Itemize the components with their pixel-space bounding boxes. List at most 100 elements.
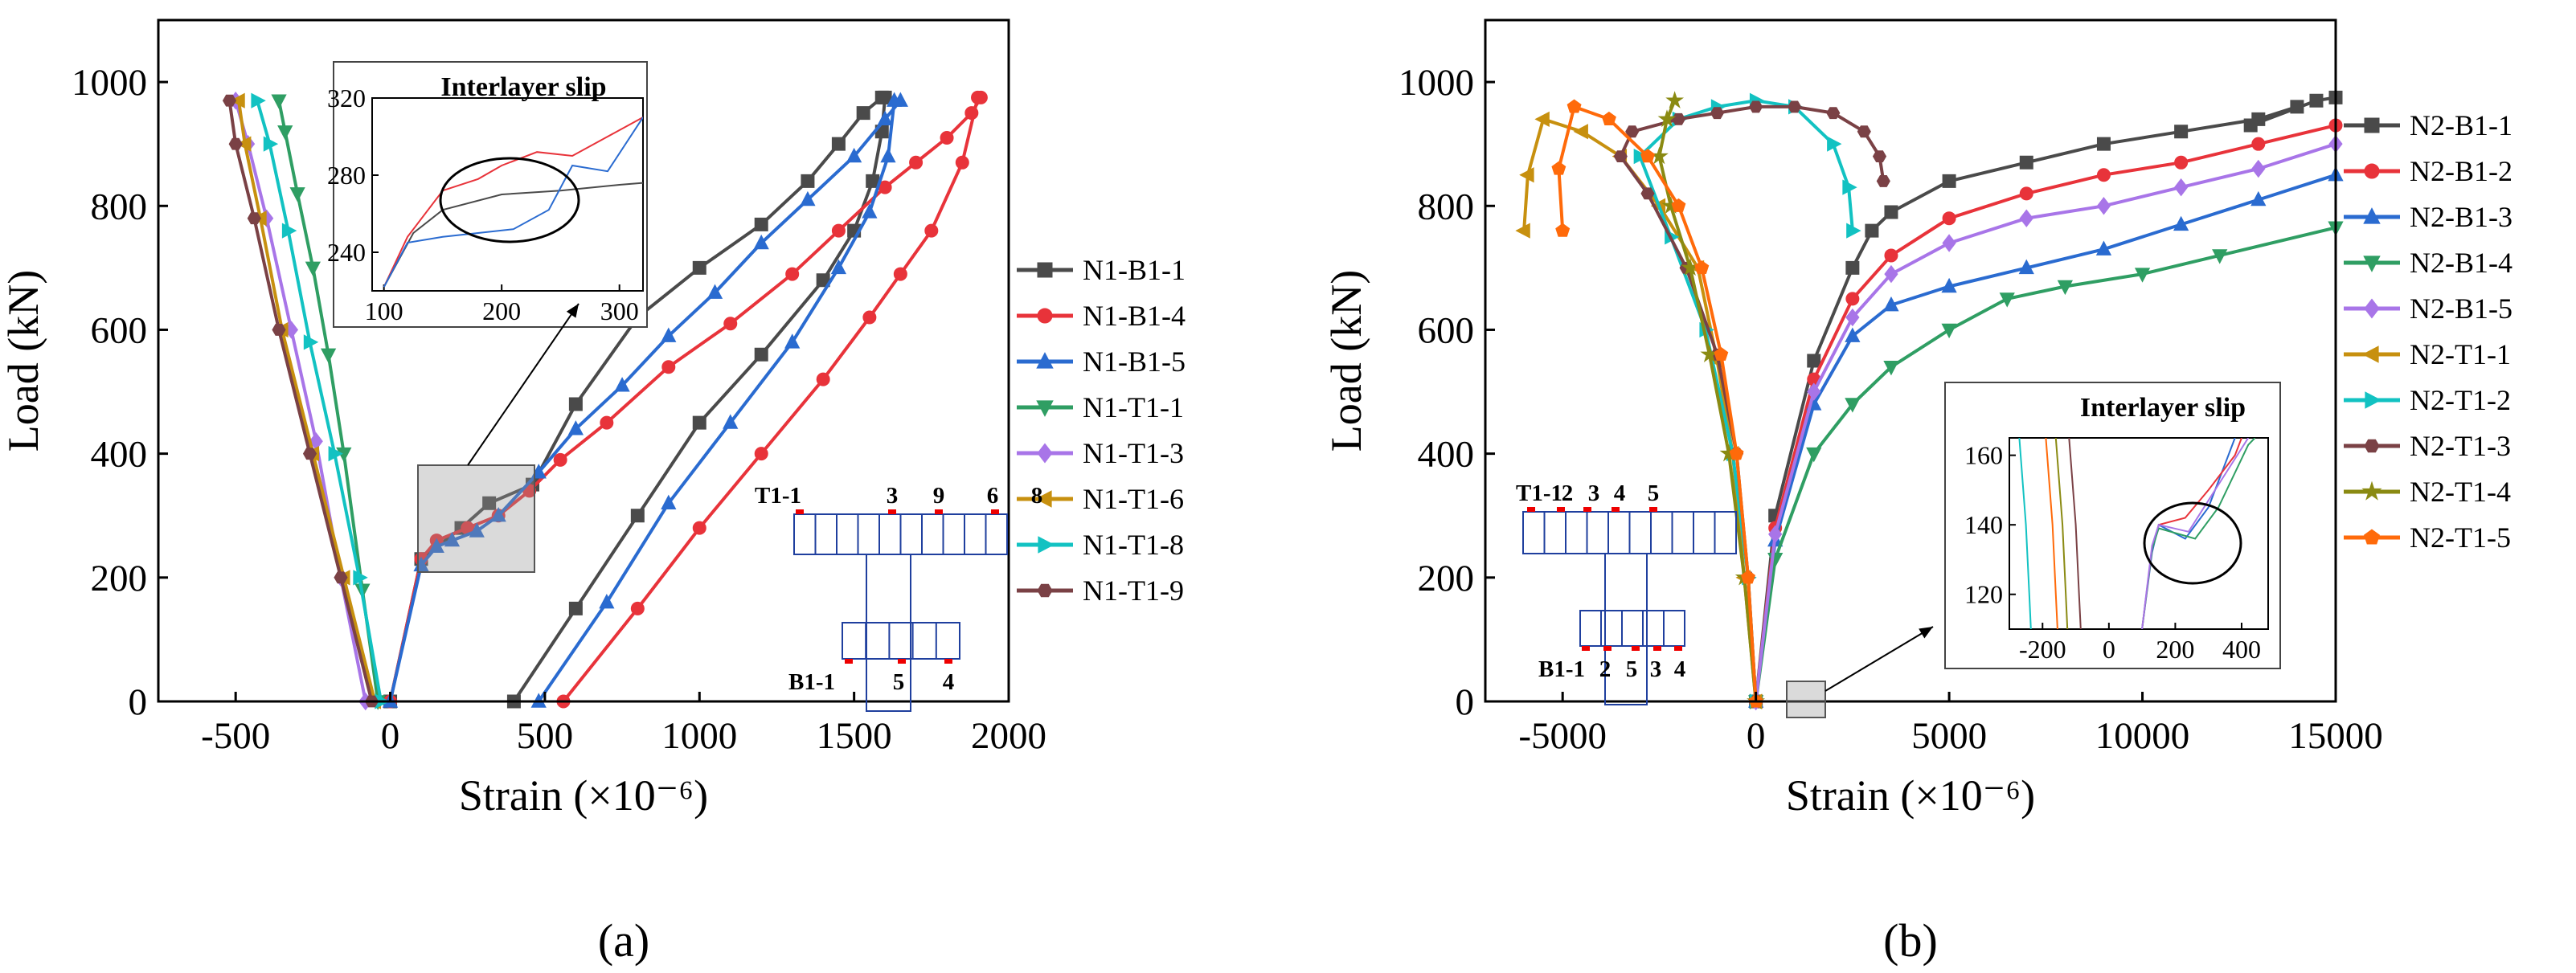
legend-marker-1 (1037, 308, 1053, 324)
legend-marker-3 (1036, 400, 1054, 417)
section-label-bottom-4: 4 (1674, 656, 1686, 682)
data-point-2-b-3 (723, 414, 739, 429)
zoom-arrow-head (1919, 627, 1933, 639)
legend-marker-0 (2364, 117, 2380, 133)
x-tick-label-3: 1000 (661, 715, 737, 757)
inset-x-label-3: 400 (2222, 635, 2261, 664)
data-point-2-b-6 (862, 203, 878, 219)
data-point-1-b-8 (955, 155, 969, 170)
legend-label-9: N2-T1-5 (2410, 521, 2511, 554)
legend-marker-9 (2364, 529, 2380, 545)
bottom-gauge-3 (1653, 646, 1661, 651)
legend-marker-0 (1037, 262, 1053, 278)
data-point-5-7 (1573, 124, 1588, 140)
series-line-7 (1619, 104, 1886, 702)
data-point-4-1 (1768, 525, 1783, 544)
x-tick-label-0: -500 (201, 715, 270, 757)
y-tick-label-0: 0 (1456, 681, 1475, 723)
data-point-7-8 (1671, 112, 1686, 125)
y-tick-label-4: 800 (91, 186, 148, 227)
data-point-9-5 (1671, 198, 1686, 212)
data-point-0-6 (1942, 174, 1956, 188)
data-point-1-b-2 (692, 521, 706, 535)
data-point-7-11 (1788, 100, 1802, 113)
y-tick-label-3: 600 (91, 309, 148, 351)
x-tick-label-2: 5000 (1911, 715, 1987, 757)
data-point-1-7 (2096, 168, 2111, 182)
inset-x-label-0: 100 (365, 296, 403, 325)
y-tick-label-0: 0 (129, 681, 148, 723)
inset-plot (383, 117, 643, 288)
data-point-1-14 (940, 131, 954, 145)
data-point-0-b-9 (801, 174, 815, 188)
panel-label: (b) (1883, 914, 1938, 967)
data-point-3-8 (2134, 268, 2151, 283)
panel-label: (a) (598, 914, 649, 967)
inset-trace-7 (2141, 438, 2250, 629)
data-point-7-13 (1857, 125, 1871, 138)
data-point-1-6 (553, 452, 567, 467)
data-point-2-5 (1941, 277, 1957, 293)
y-tick-label-3: 600 (1418, 309, 1475, 351)
data-point-0-7 (2019, 155, 2033, 170)
inset-x-label-0: -200 (2019, 635, 2066, 664)
legend-marker-7 (1037, 583, 1053, 598)
section-label-top-2: 9 (933, 483, 945, 509)
data-point-3-7 (271, 94, 287, 109)
data-point-4-6 (2019, 209, 2033, 227)
section-label-top-1: 2 (1562, 480, 1574, 506)
data-point-5-5 (236, 136, 252, 152)
top-gauge-0 (796, 509, 804, 514)
data-point-4-2 (1807, 382, 1821, 401)
data-point-1-11 (831, 223, 846, 238)
data-point-8-7 (1657, 109, 1677, 128)
data-point-2-13 (846, 147, 862, 163)
data-point-0-1 (568, 601, 583, 615)
section-label-top-3: 6 (987, 483, 999, 509)
inset-plot (2018, 438, 2256, 629)
section-label-bottom-0: B1-1 (788, 669, 835, 695)
data-point-0-b-5 (568, 397, 583, 411)
data-point-2-4 (1883, 296, 1899, 312)
data-point-2-5 (490, 507, 506, 522)
inset-y-label-1: 140 (1964, 510, 2003, 539)
inset-frame (2009, 437, 2269, 630)
zoom-arrow-line (467, 303, 579, 466)
inset-title: Interlayer slip (440, 72, 606, 102)
bottom-gauge-2 (1632, 646, 1640, 651)
section-label-top-0: T1-1 (755, 483, 801, 509)
inset-y-label-2: 160 (1964, 441, 2003, 470)
y-tick-label-5: 1000 (72, 62, 147, 104)
legend-label-1: N2-B1-2 (2410, 155, 2513, 187)
top-gauge-2 (1583, 507, 1591, 512)
legend-label-0: N2-B1-1 (2410, 109, 2513, 141)
data-point-1-b-7 (924, 223, 939, 238)
data-point-2-2 (428, 538, 444, 553)
y-tick-label-4: 800 (1418, 186, 1475, 227)
section-label-bottom-2: 5 (1626, 656, 1638, 682)
zoom-arrow-head (566, 304, 579, 318)
legend-label-3: N1-T1-1 (1083, 391, 1184, 423)
data-point-1-3 (1845, 292, 1860, 306)
inset-y-label-0: 120 (1964, 580, 2003, 609)
section-label-top-1: 3 (887, 483, 899, 509)
inset-y-label-1: 280 (327, 161, 366, 190)
data-point-1-b-4 (816, 372, 830, 386)
data-point-0-4 (754, 347, 768, 362)
data-point-1-b-6 (893, 267, 907, 281)
data-point-2-7 (2095, 240, 2112, 256)
data-point-7-12 (1826, 107, 1841, 120)
legend-marker-2 (1036, 352, 1054, 369)
data-point-0-2 (630, 509, 645, 523)
data-point-7-3 (272, 324, 286, 336)
legend-marker-2 (2363, 207, 2381, 224)
data-point-3-5 (1941, 323, 1957, 339)
legend-label-7: N1-T1-9 (1083, 574, 1184, 607)
slip-highlight-ellipse (2143, 501, 2242, 585)
y-tick-label-5: 1000 (1399, 62, 1474, 104)
data-point-1-8 (661, 360, 676, 374)
data-point-3-4 (305, 261, 321, 277)
legend-marker-3 (2363, 256, 2381, 272)
inset-x-label-1: 200 (482, 296, 521, 325)
section-label-bottom-3: 3 (1650, 656, 1662, 682)
